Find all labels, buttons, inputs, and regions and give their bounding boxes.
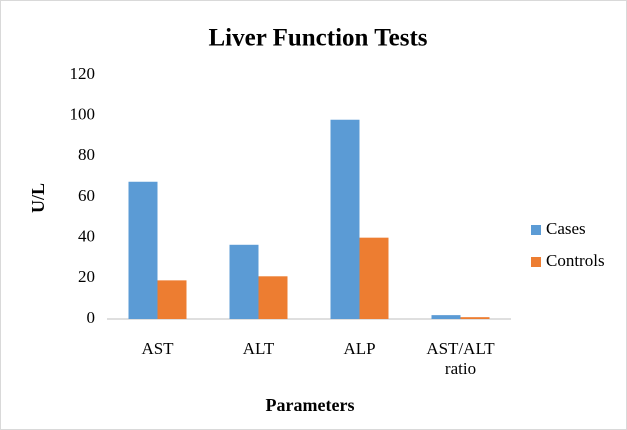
- bar: [128, 181, 158, 319]
- y-tick-label: 0: [87, 308, 96, 327]
- y-tick-label: 40: [78, 227, 95, 246]
- bar: [258, 276, 288, 319]
- bar: [431, 315, 461, 319]
- y-tick-label: 100: [70, 105, 96, 124]
- legend-label: Controls: [546, 251, 605, 270]
- bar: [359, 237, 389, 319]
- x-axis-label: Parameters: [266, 395, 355, 415]
- y-tick-label: 60: [78, 186, 95, 205]
- x-tick-label: AST/ALT ratio: [426, 339, 495, 378]
- y-tick-label: 80: [78, 145, 95, 164]
- bar: [460, 317, 490, 319]
- legend-swatch: [531, 257, 541, 267]
- y-tick-label: 20: [78, 267, 95, 286]
- legend-label: Cases: [546, 219, 586, 238]
- y-axis-label: U/L: [28, 183, 48, 213]
- bar: [157, 280, 187, 319]
- bar: [330, 119, 360, 319]
- x-tick-label: ALP: [343, 339, 376, 358]
- y-tick-label: 120: [70, 64, 96, 83]
- x-tick-label: AST: [141, 339, 174, 358]
- bar: [229, 244, 259, 319]
- legend-swatch: [531, 225, 541, 235]
- x-tick-label: ALT: [242, 339, 275, 358]
- chart-title: Liver Function Tests: [208, 25, 427, 52]
